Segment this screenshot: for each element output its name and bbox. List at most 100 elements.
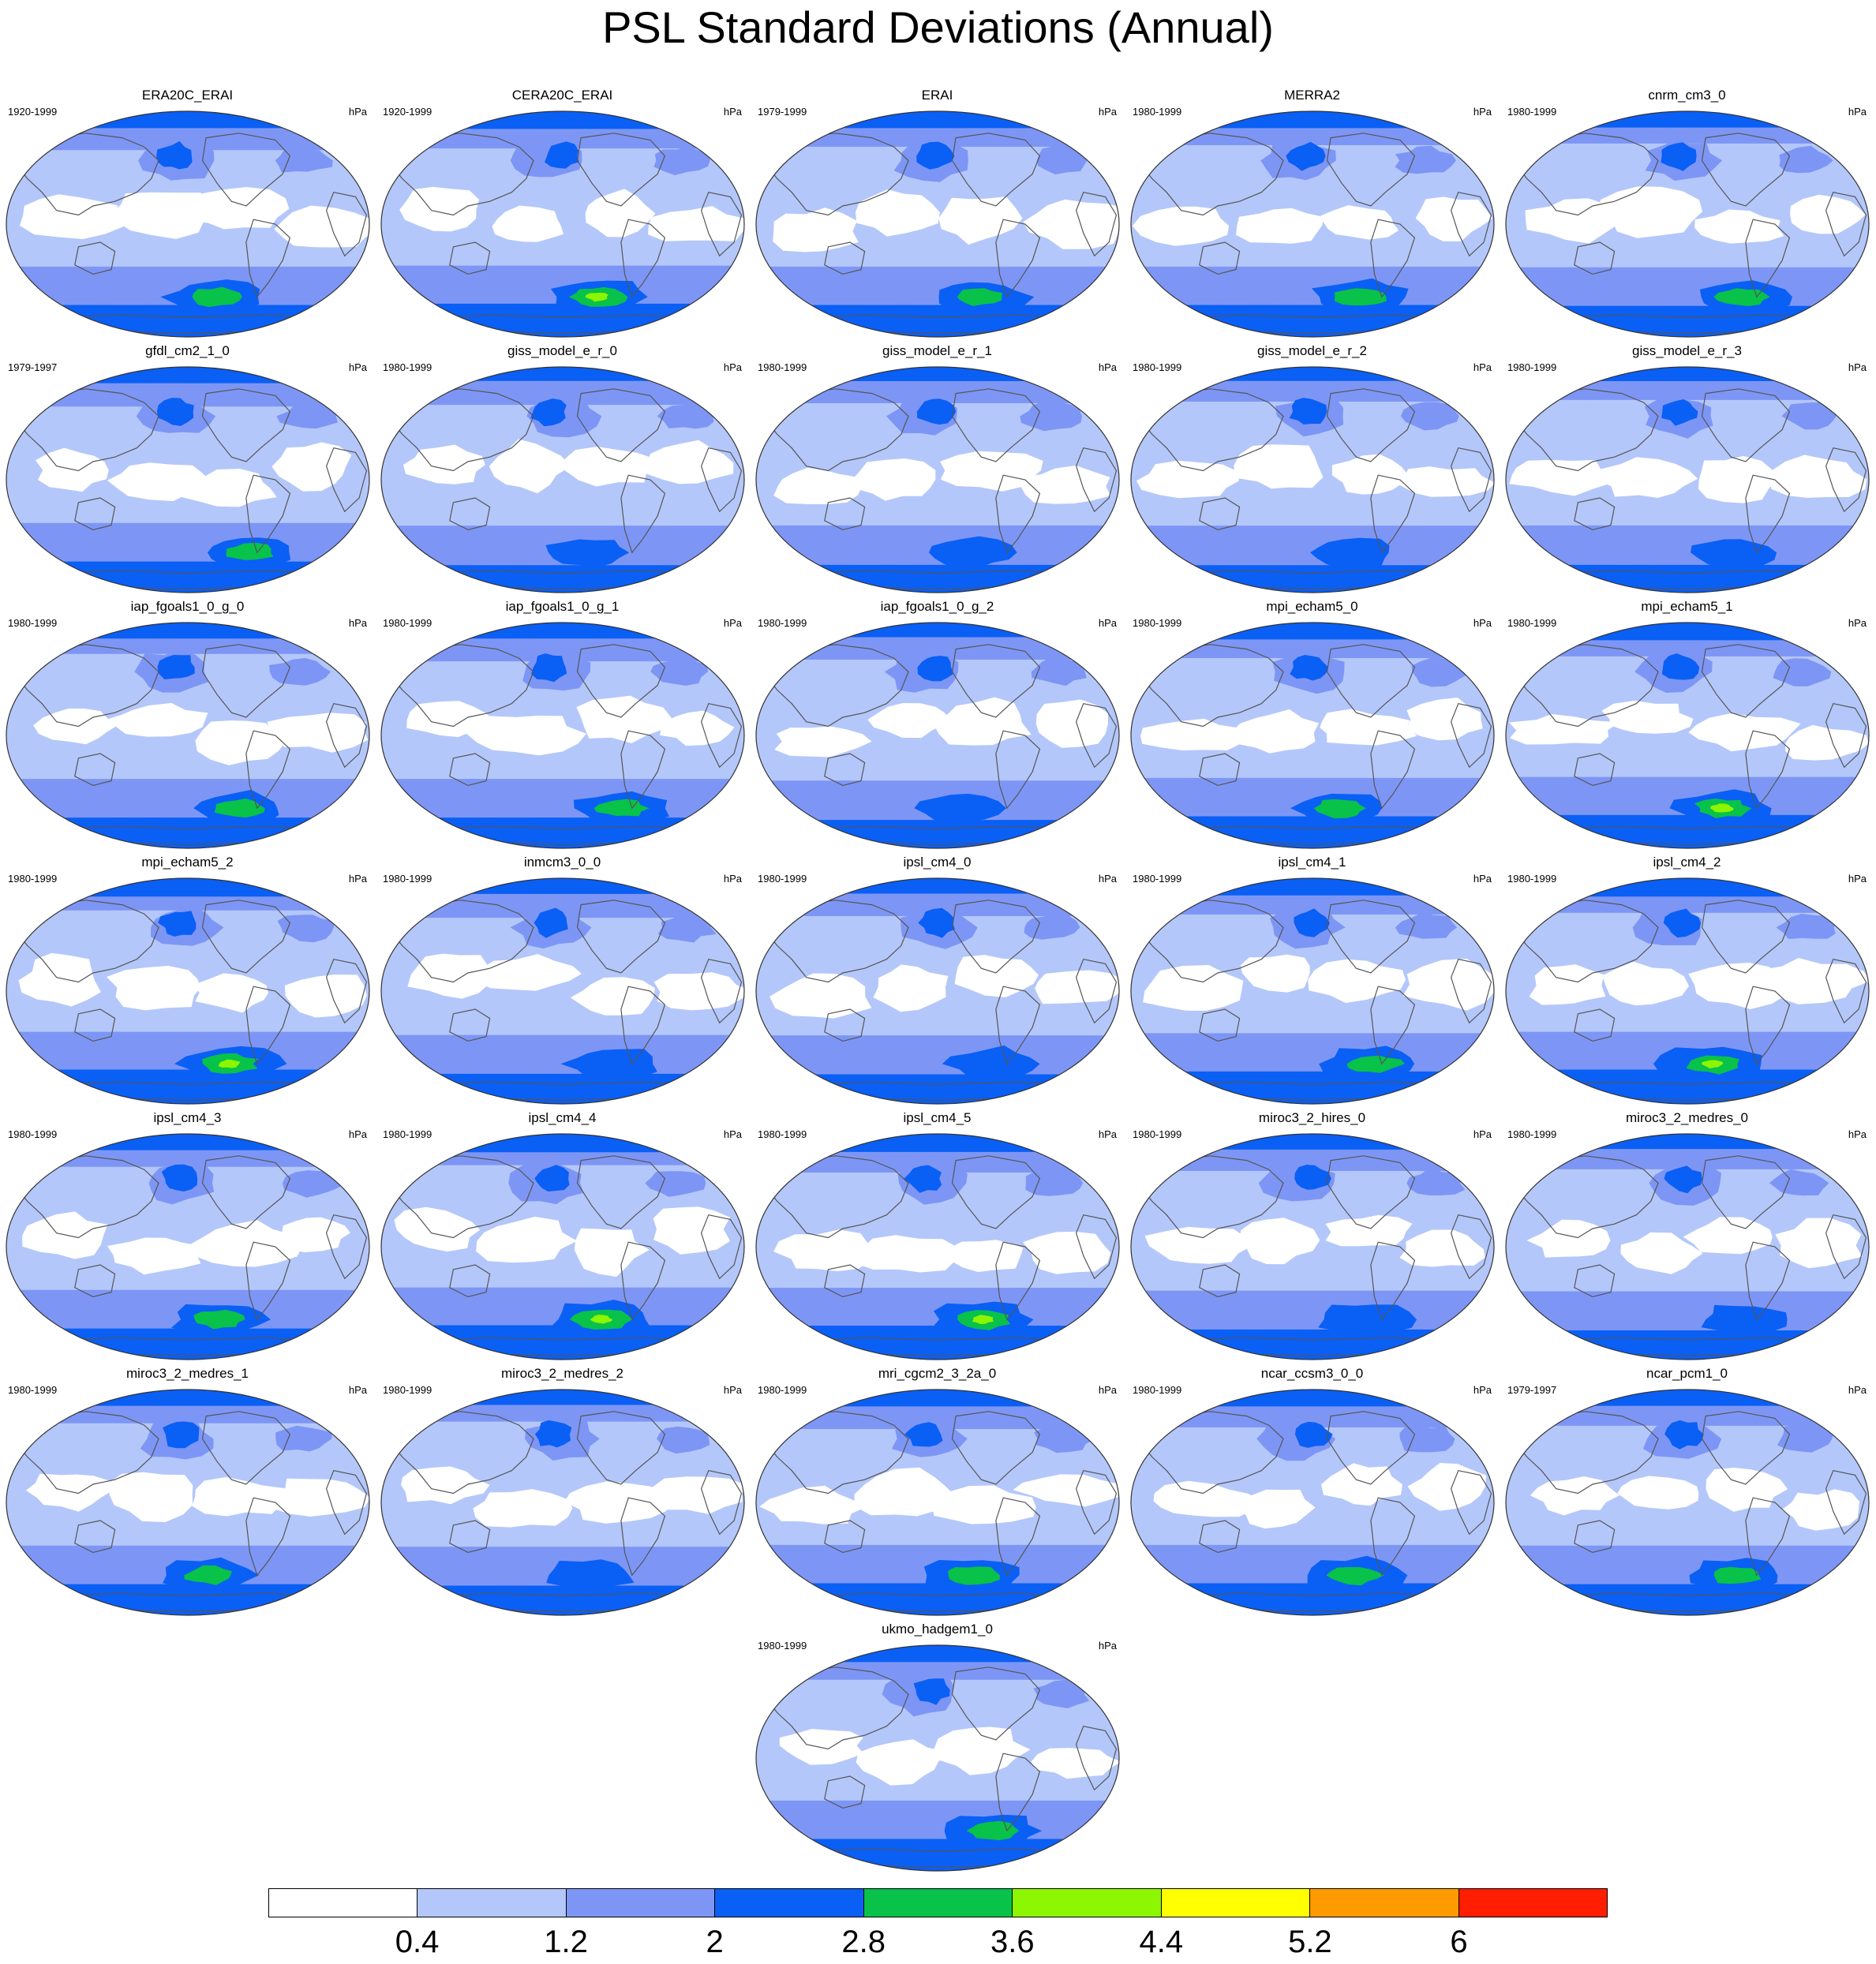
psl-map: [380, 622, 745, 849]
coastline: [1825, 192, 1867, 257]
psl-map: [1130, 1389, 1495, 1616]
coastline: [449, 1008, 491, 1042]
coastline: [995, 730, 1041, 810]
map-border: [380, 110, 745, 338]
coastline: [576, 1411, 666, 1485]
panel-title: ncar_ccsm3_0_0: [1260, 1366, 1364, 1381]
contour-fill-veryhigh: [1326, 1567, 1384, 1586]
map-panel: ncar_ccsm3_0_0 1980-1999 hPa: [1125, 1365, 1500, 1621]
contour-fill-high: [534, 1165, 570, 1191]
contour-fill-high: [942, 1045, 1040, 1081]
contour-fill-high: [913, 1678, 950, 1705]
psl-map: [1505, 622, 1870, 849]
contour-fill-peak: [972, 1315, 994, 1324]
panel-years: 1980-1999: [758, 1640, 807, 1652]
contour-fill-high: [1664, 1420, 1704, 1450]
contour-fill-low: [489, 439, 571, 494]
contour-fill-mid: [275, 148, 333, 173]
contour-fill-high: [560, 1049, 657, 1080]
contour-fill-high: [928, 536, 1017, 570]
map-border: [1505, 110, 1870, 338]
contour-fill-low: [773, 467, 863, 504]
contour-fill-low: [1320, 205, 1399, 240]
coastline: [449, 1520, 491, 1554]
coastline: [766, 1411, 909, 1495]
contour-fill-mid: [1777, 1423, 1834, 1453]
contour-fill-low: [1530, 1476, 1620, 1516]
coastline: [1326, 1155, 1416, 1229]
coastline: [700, 1214, 743, 1280]
map-border: [380, 877, 745, 1105]
coastline: [16, 133, 159, 216]
panel-units: hPa: [348, 1128, 367, 1140]
coastline: [1515, 900, 1659, 983]
panel-title: iap_fgoals1_0_g_1: [505, 599, 620, 614]
coastline: [245, 474, 291, 554]
contour-fill-peak: [1709, 803, 1734, 813]
contour-fill-low: [1526, 1219, 1611, 1258]
contour-fill-low: [1136, 460, 1239, 499]
panel-units: hPa: [1848, 361, 1867, 373]
panel-map: [755, 1389, 1120, 1616]
contour-fill-low: [638, 1476, 744, 1514]
contour-fill-low: [759, 1485, 867, 1524]
contour-fill-low: [274, 205, 369, 248]
contour-fill-low: [1790, 194, 1866, 234]
coastline: [449, 497, 491, 531]
contour-fill-high: [1663, 908, 1701, 938]
panel-map: [1130, 1389, 1495, 1616]
coastline: [766, 1667, 909, 1750]
map-panel: ipsl_cm4_2 1980-1999 hPa: [1500, 854, 1874, 1109]
panel-years: 1980-1999: [758, 1384, 807, 1396]
psl-map: [755, 1389, 1120, 1616]
contour-fill-low: [19, 194, 125, 239]
coastline: [245, 219, 291, 298]
panel-title: ERA20C_ERAI: [141, 88, 234, 103]
psl-map: [1130, 1133, 1495, 1360]
contour-fill-high: [917, 656, 954, 682]
coastline: [1140, 1411, 1284, 1495]
colorbar-tick-label: 5.2: [1288, 1925, 1332, 1959]
contour-fill-high: [534, 1420, 572, 1448]
contour-fill-low: [1775, 1218, 1863, 1269]
coastline: [1701, 900, 1791, 974]
contour-fill-high: [904, 1422, 943, 1447]
contour-fill-low: [407, 953, 489, 999]
map-panel: inmcm3_0_0 1980-1999 hPa: [375, 854, 750, 1109]
panel-map: [755, 1644, 1120, 1872]
contour-fill-low: [1320, 709, 1417, 746]
contour-fill-low: [773, 1229, 875, 1272]
contour-fill-low: [284, 975, 367, 1018]
panel-title: ipsl_cm4_1: [1278, 855, 1346, 870]
coastline: [74, 1520, 116, 1554]
panel-years: 1980-1999: [383, 361, 432, 373]
panel-title: ncar_pcm1_0: [1646, 1366, 1728, 1381]
contour-fill-low: [1698, 455, 1776, 503]
panel-map: [755, 1133, 1120, 1360]
panel-years: 1980-1999: [1133, 361, 1182, 373]
map-panel: ipsl_cm4_3 1980-1999 hPa: [0, 1109, 375, 1365]
coastline: [766, 644, 909, 728]
contour-fill-high: [381, 878, 744, 894]
contour-fill-high: [156, 398, 194, 426]
colorbar-boxes: [268, 1888, 1608, 1917]
contour-fill-high: [158, 911, 197, 937]
contour-fill-veryhigh: [957, 288, 1002, 306]
contour-fill-low: [1238, 1218, 1320, 1265]
map-panel: ukmo_hadgem1_0 1980-1999 hPa: [750, 1621, 1125, 1876]
colorbar-tick-label: 0.4: [395, 1925, 440, 1959]
contour-fill-low: [33, 708, 118, 745]
contour-fill-peak: [585, 293, 608, 302]
contour-fill-low: [938, 196, 1023, 245]
contour-fill-high: [1131, 111, 1494, 129]
contour-fill-low: [1331, 454, 1409, 495]
coastline: [1574, 1264, 1616, 1298]
panel-map: [1130, 622, 1495, 849]
psl-map: [1505, 366, 1870, 593]
map-border: [1130, 622, 1495, 849]
coastline: [74, 1264, 116, 1298]
panel-map: [380, 366, 745, 593]
contour-fill-high: [1701, 1304, 1788, 1336]
panel-years: 1980-1999: [758, 1128, 807, 1140]
contour-fill-low: [189, 1220, 303, 1267]
